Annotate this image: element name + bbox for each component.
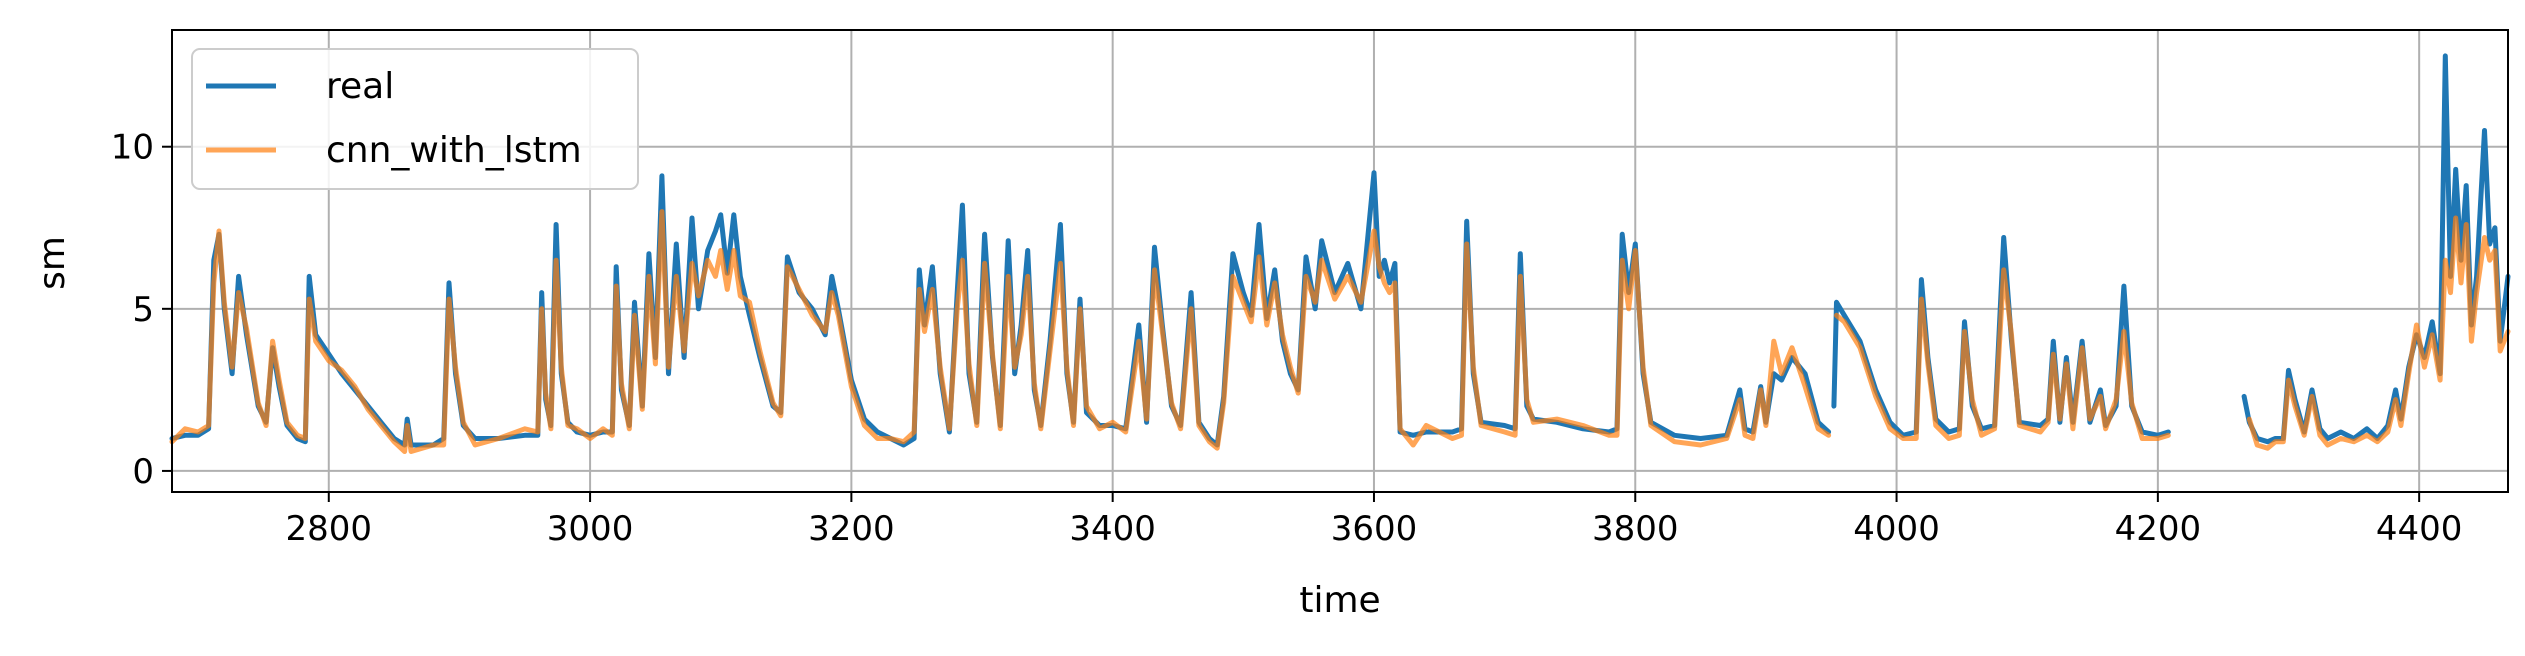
legend: real cnn_with_lstm xyxy=(191,48,639,190)
x-tick-label: 3400 xyxy=(1069,509,1156,549)
y-tick-label: 0 xyxy=(132,452,154,492)
legend-label-real: real xyxy=(326,66,394,107)
x-tick-label: 3200 xyxy=(808,509,895,549)
x-tick-label: 3600 xyxy=(1331,509,1418,549)
y-tick-label: 5 xyxy=(132,290,154,330)
legend-label-cnn-with-lstm: cnn_with_lstm xyxy=(326,130,582,171)
y-axis-title: sm xyxy=(32,236,73,290)
x-tick-label: 4000 xyxy=(1853,509,1940,549)
series-lines xyxy=(169,53,2511,454)
x-tick-label: 3800 xyxy=(1592,509,1679,549)
x-tick-label: 4400 xyxy=(2376,509,2463,549)
y-axis-ticks: 0 5 10 xyxy=(111,128,172,492)
x-axis-ticks: 2800 3000 3200 3400 3600 3800 4000 4200 4400 xyxy=(286,492,2463,549)
x-tick-label: 2800 xyxy=(286,509,373,549)
x-tick-label: 3000 xyxy=(547,509,634,549)
x-tick-label: 4200 xyxy=(2115,509,2202,549)
x-axis-title: time xyxy=(1299,580,1380,621)
legend-box xyxy=(191,48,639,190)
y-tick-label: 10 xyxy=(111,128,154,168)
series-line-cnn-with-lstm xyxy=(169,209,2511,454)
plot-frame xyxy=(171,29,2509,493)
